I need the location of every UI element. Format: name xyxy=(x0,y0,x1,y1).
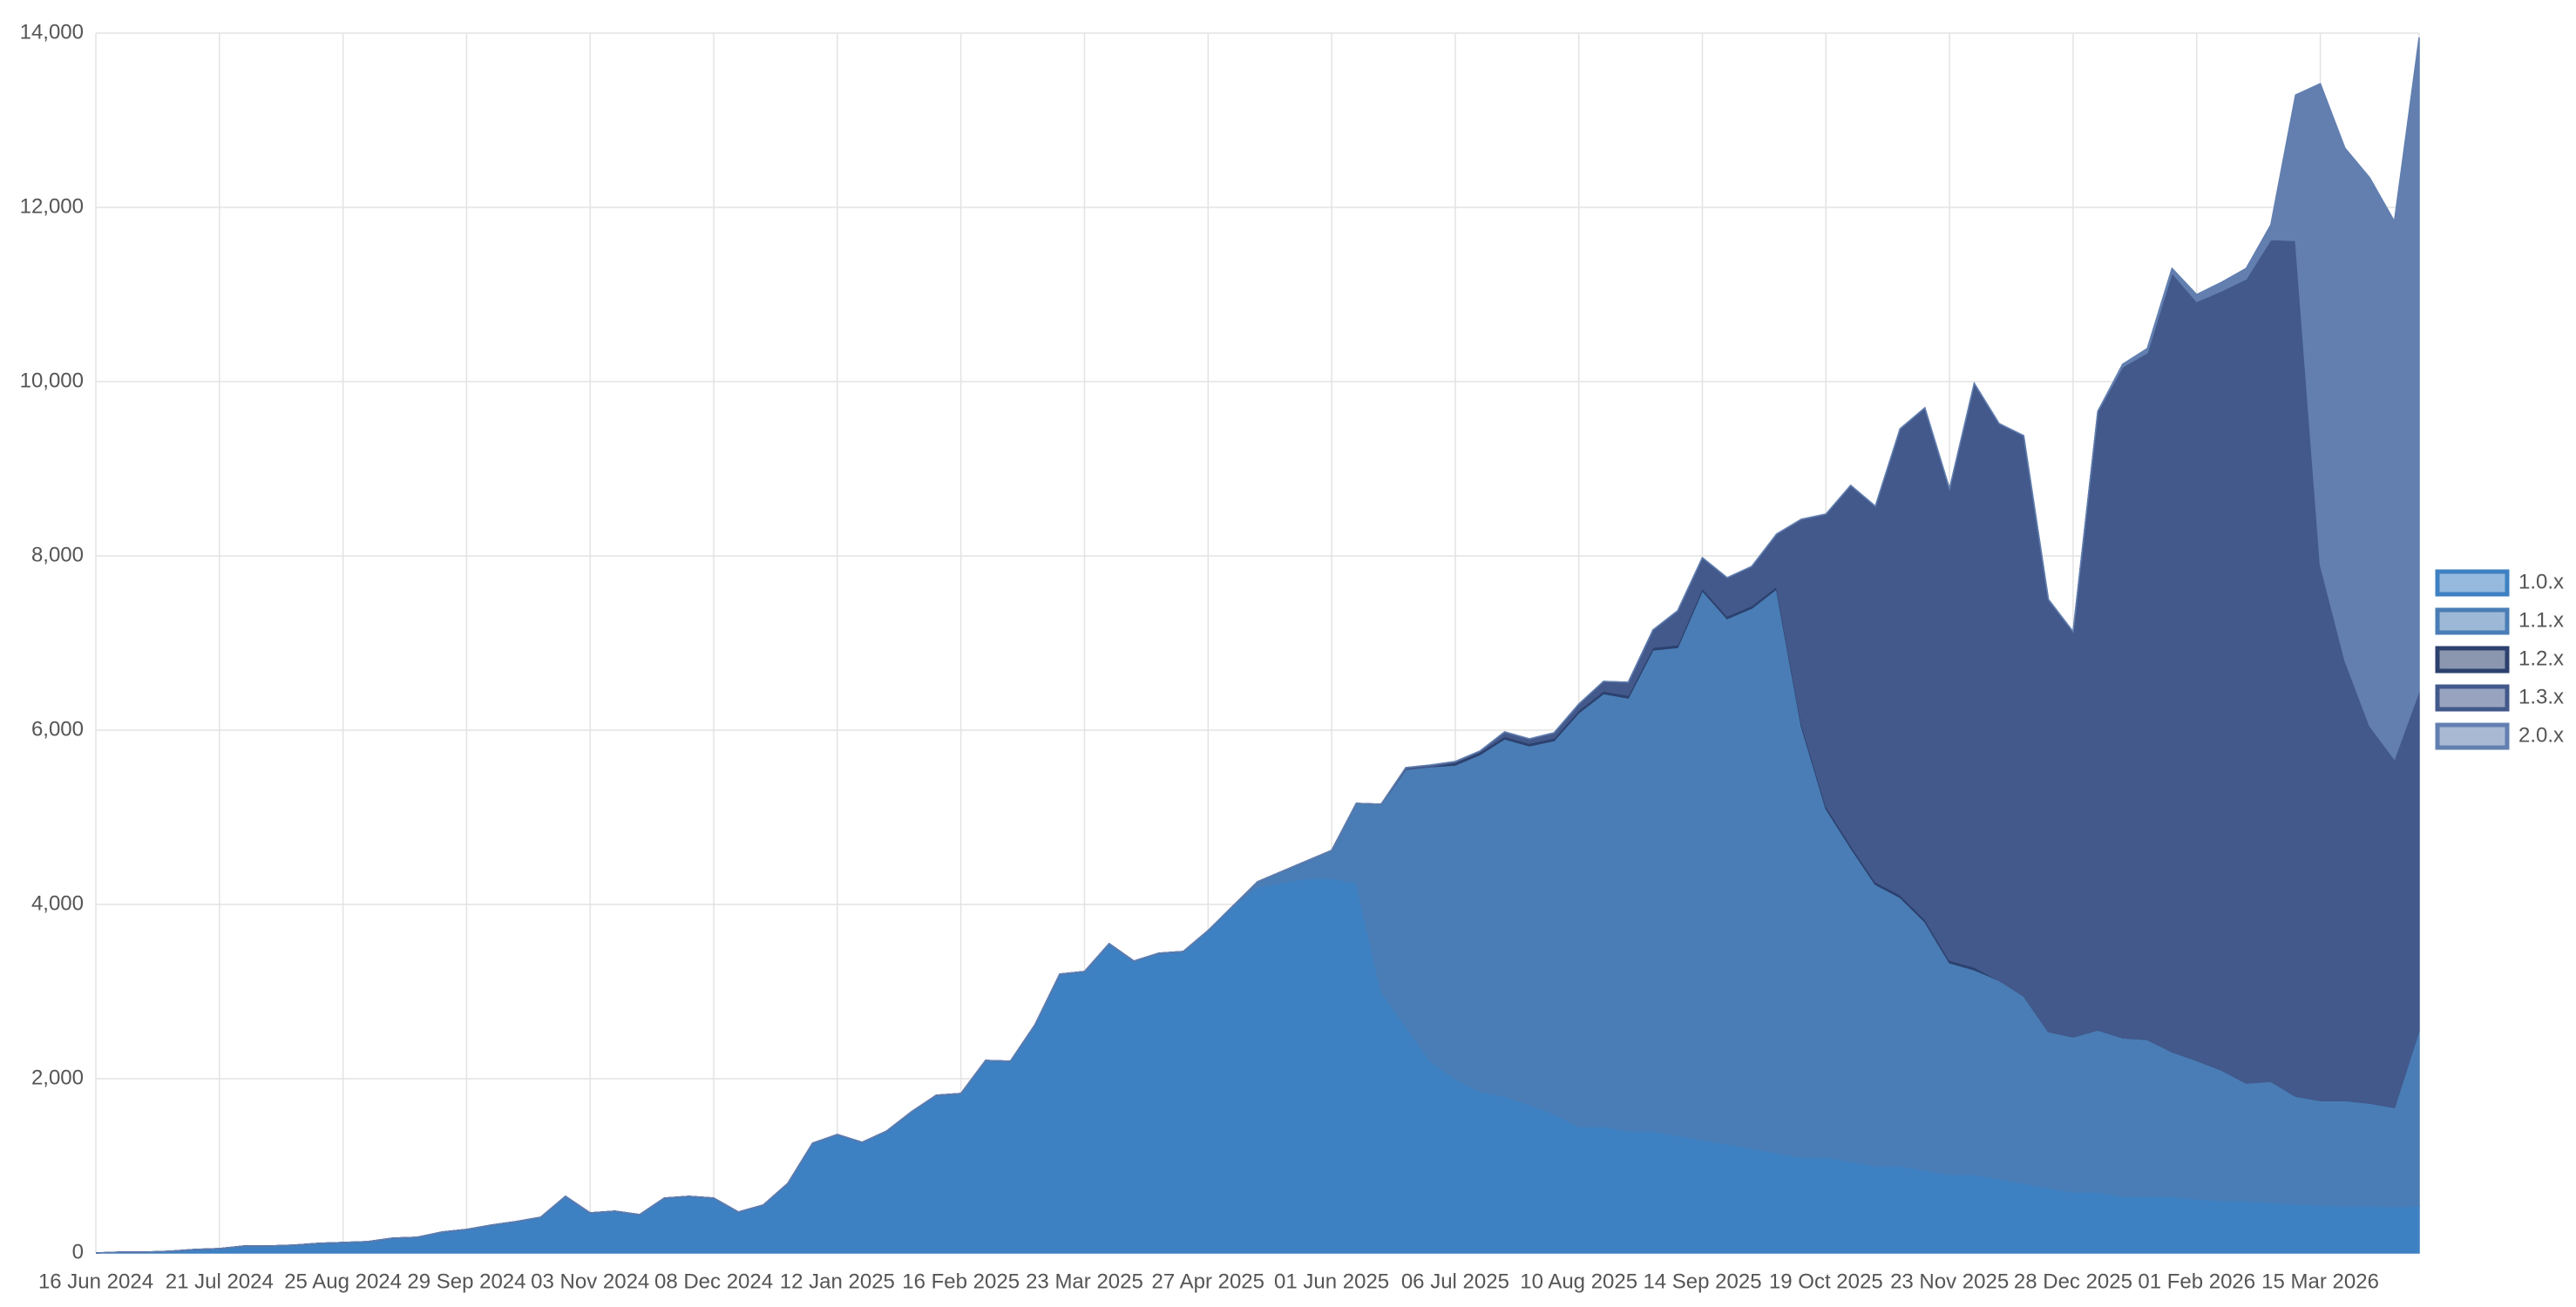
x-tick-label: 27 Apr 2025 xyxy=(1152,1270,1264,1293)
x-tick-label: 16 Jun 2024 xyxy=(38,1270,153,1293)
y-tick-label: 10,000 xyxy=(20,369,84,392)
x-tick-label: 06 Jul 2025 xyxy=(1401,1270,1509,1293)
x-tick-label: 16 Feb 2025 xyxy=(902,1270,1020,1293)
x-tick-label: 23 Mar 2025 xyxy=(1026,1270,1143,1293)
y-tick-label: 4,000 xyxy=(31,891,84,915)
y-tick-label: 14,000 xyxy=(20,20,84,44)
x-tick-label: 03 Nov 2024 xyxy=(531,1270,649,1293)
x-tick-label: 12 Jan 2025 xyxy=(780,1270,895,1293)
y-tick-label: 2,000 xyxy=(31,1066,84,1089)
legend-label: 1.3.x xyxy=(2518,685,2564,708)
x-tick-label: 19 Oct 2025 xyxy=(1769,1270,1883,1293)
legend-swatch xyxy=(2435,722,2510,750)
y-tick-label: 12,000 xyxy=(20,194,84,218)
legend-label: 2.0.x xyxy=(2518,723,2564,747)
x-tick-label: 01 Jun 2025 xyxy=(1274,1270,1389,1293)
y-tick-label: 8,000 xyxy=(31,543,84,566)
x-tick-label: 29 Sep 2024 xyxy=(407,1270,525,1293)
area xyxy=(95,37,2420,1254)
x-tick-label: 23 Nov 2025 xyxy=(1890,1270,2009,1293)
y-tick-label: 0 xyxy=(72,1240,84,1263)
legend-swatch xyxy=(2435,684,2510,712)
legend-label: 1.2.x xyxy=(2518,647,2564,670)
x-tick-label: 25 Aug 2024 xyxy=(284,1270,402,1293)
x-tick-label: 14 Sep 2025 xyxy=(1643,1270,1761,1293)
legend-swatch xyxy=(2435,607,2510,635)
legend-label: 1.0.x xyxy=(2518,570,2564,593)
x-tick-label: 08 Dec 2024 xyxy=(654,1270,773,1293)
x-tick-label: 21 Jul 2024 xyxy=(166,1270,274,1293)
y-tick-label: 6,000 xyxy=(31,717,84,741)
x-tick-label: 28 Dec 2025 xyxy=(2014,1270,2132,1293)
x-tick-label: 15 Mar 2026 xyxy=(2261,1270,2379,1293)
legend-label: 1.1.x xyxy=(2518,608,2564,632)
x-tick-label: 01 Feb 2026 xyxy=(2138,1270,2255,1293)
legend-swatch xyxy=(2435,646,2510,674)
x-tick-label: 10 Aug 2025 xyxy=(1520,1270,1637,1293)
legend-swatch xyxy=(2435,569,2510,597)
